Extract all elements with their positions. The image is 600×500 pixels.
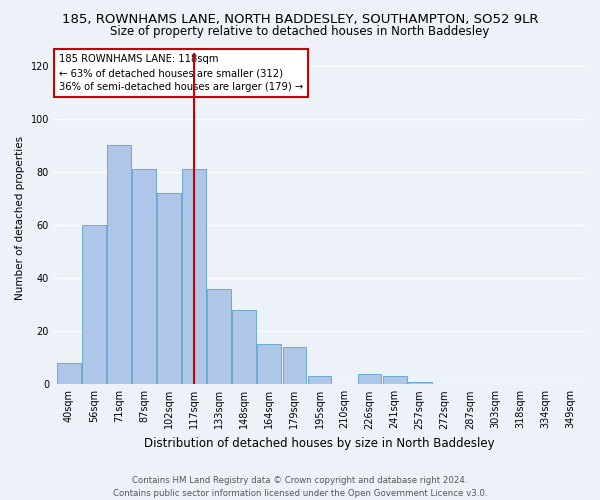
Bar (107, 146, 131, 384)
X-axis label: Distribution of detached houses by size in North Baddesley: Distribution of detached houses by size … (144, 437, 495, 450)
Bar (132, 170, 156, 384)
Bar (57, 363, 81, 384)
Bar (182, 170, 206, 384)
Bar (257, 344, 281, 385)
Text: 185, ROWNHAMS LANE, NORTH BADDESLEY, SOUTHAMPTON, SO52 9LR: 185, ROWNHAMS LANE, NORTH BADDESLEY, SOU… (62, 12, 538, 26)
Bar (283, 347, 307, 385)
Bar (157, 193, 181, 384)
Bar (308, 376, 331, 384)
Bar (82, 225, 106, 384)
Bar (232, 310, 256, 384)
Bar (408, 382, 431, 384)
Bar (358, 374, 382, 384)
Bar (383, 376, 407, 384)
Text: Contains HM Land Registry data © Crown copyright and database right 2024.
Contai: Contains HM Land Registry data © Crown c… (113, 476, 487, 498)
Bar (208, 288, 231, 384)
Text: 185 ROWNHAMS LANE: 118sqm
← 63% of detached houses are smaller (312)
36% of semi: 185 ROWNHAMS LANE: 118sqm ← 63% of detac… (59, 54, 304, 92)
Y-axis label: Number of detached properties: Number of detached properties (15, 136, 25, 300)
Text: Size of property relative to detached houses in North Baddesley: Size of property relative to detached ho… (110, 25, 490, 38)
